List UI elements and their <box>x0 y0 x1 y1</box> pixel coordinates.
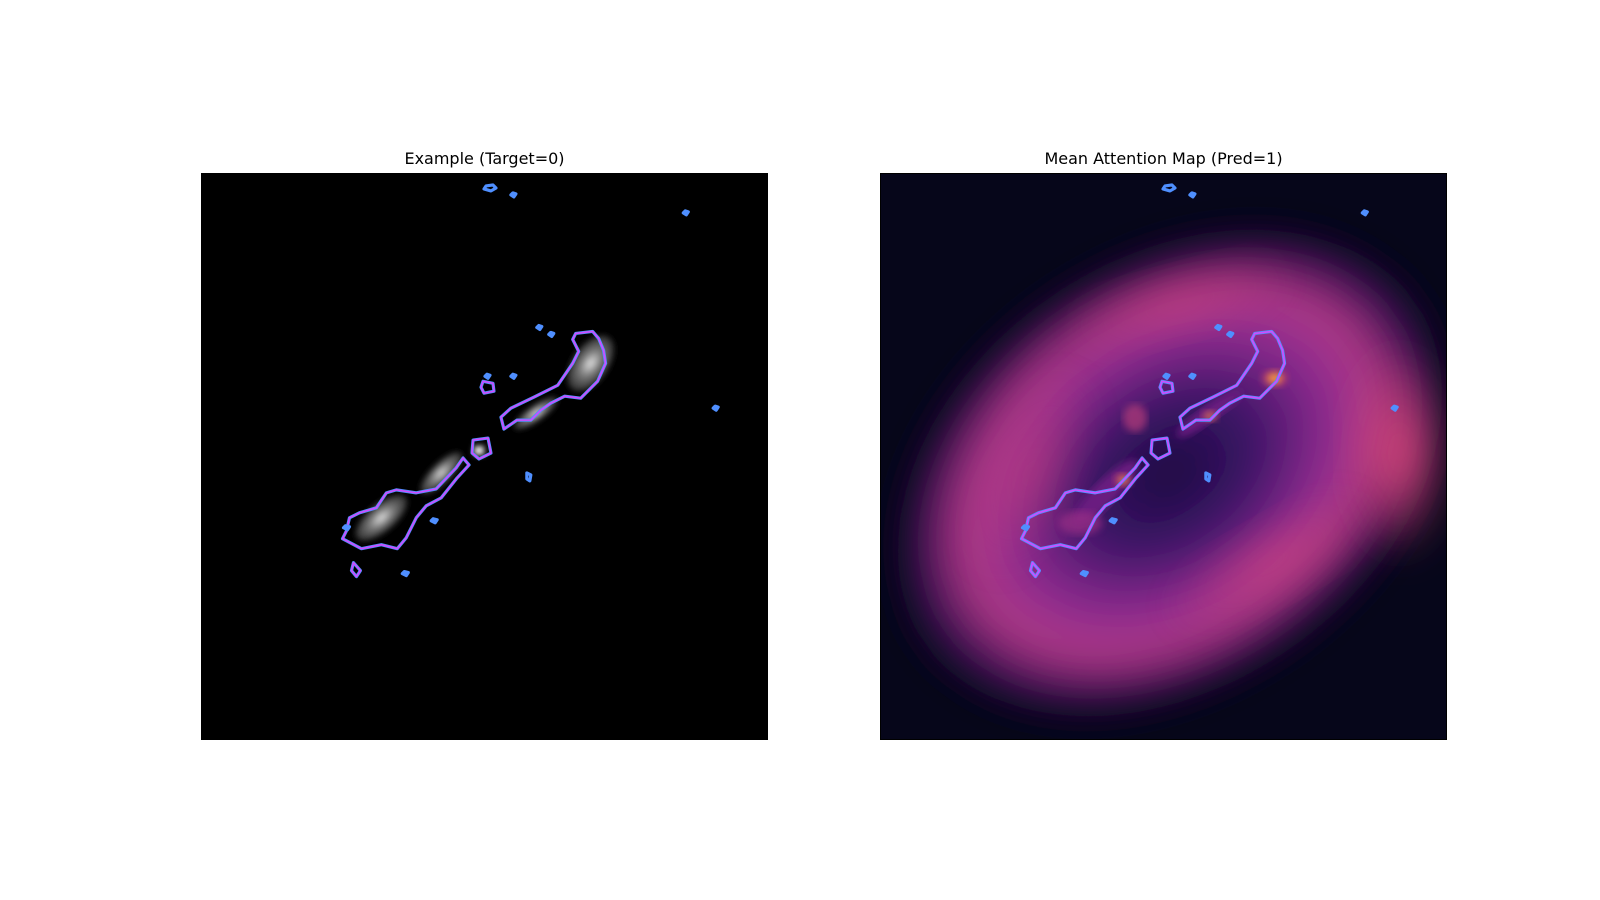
right-panel: Mean Attention Map (Pred=1) <box>880 145 1447 740</box>
left-panel: Example (Target=0) <box>201 145 768 740</box>
example-image <box>201 173 768 740</box>
contour-overlay <box>1019 183 1399 579</box>
contour-overlay <box>340 183 720 579</box>
attention-heat <box>897 230 1446 716</box>
left-panel-title: Example (Target=0) <box>404 149 565 168</box>
small-speckles <box>341 183 720 578</box>
small-speckles <box>1020 183 1399 578</box>
example-image-canvas <box>202 174 767 739</box>
right-panel-title: Mean Attention Map (Pred=1) <box>1044 149 1283 168</box>
attention-map-canvas <box>881 174 1446 739</box>
attention-map-image <box>880 173 1447 740</box>
